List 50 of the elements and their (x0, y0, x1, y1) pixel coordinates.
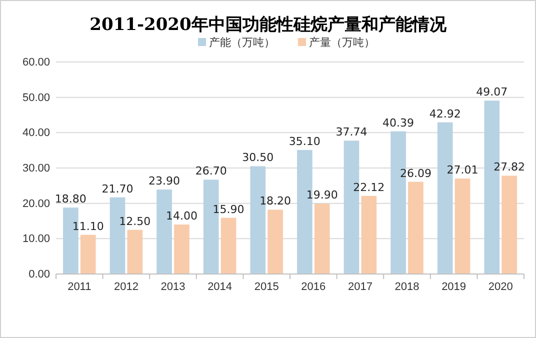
data-label: 26.70 (195, 164, 227, 178)
data-label: 35.10 (288, 134, 320, 148)
x-tick-label: 2015 (254, 280, 279, 293)
x-tick-label: 2016 (301, 280, 326, 293)
bar (454, 178, 470, 274)
data-label: 11.10 (72, 220, 104, 233)
data-label: 21.70 (102, 182, 134, 196)
x-tick-label: 2013 (160, 280, 186, 293)
data-label: 37.74 (336, 126, 368, 139)
x-tick-label: 2014 (208, 280, 232, 293)
data-label: 18.80 (54, 192, 86, 206)
data-label: 26.09 (400, 166, 432, 180)
data-label: 19.90 (306, 188, 338, 202)
bar (408, 182, 424, 274)
data-label: 49.07 (476, 86, 508, 99)
x-tick-label: 2019 (442, 280, 466, 293)
data-label: 30.50 (242, 151, 274, 164)
x-tick-label: 2012 (114, 280, 138, 293)
bar (361, 196, 377, 274)
bar (268, 210, 283, 274)
y-tick-label: 0.00 (28, 268, 50, 281)
data-label: 22.12 (353, 180, 385, 194)
x-tick-label: 2020 (488, 280, 513, 293)
x-tick-label: 2018 (394, 280, 420, 293)
data-label: 12.50 (119, 214, 151, 228)
bar (314, 204, 330, 274)
data-label: 27.01 (446, 164, 478, 177)
data-label: 18.20 (260, 194, 292, 208)
data-label: 14.00 (166, 210, 198, 223)
data-label: 42.92 (429, 107, 461, 120)
data-label: 40.39 (382, 116, 414, 130)
y-tick-label: 40.00 (22, 127, 50, 140)
legend-label: 产量（万吨） (309, 36, 375, 49)
data-label: 27.82 (494, 160, 526, 174)
y-tick-label: 30.00 (22, 162, 50, 175)
data-label: 23.90 (148, 174, 180, 188)
y-tick-label: 60.00 (22, 56, 50, 69)
legend-label: 产能（万吨） (209, 36, 275, 49)
x-tick-label: 2011 (68, 280, 92, 293)
bar (174, 224, 190, 274)
x-tick-label: 2017 (348, 280, 372, 293)
y-tick-label: 20.00 (22, 198, 50, 210)
data-label: 15.90 (212, 202, 244, 216)
bar (127, 230, 143, 274)
bar (502, 176, 517, 274)
chart-title: 2011-2020年中国功能性硅烷产量和产能情况 (90, 15, 448, 35)
y-tick-label: 50.00 (22, 92, 50, 104)
y-tick-label: 10.00 (22, 233, 50, 246)
bar (80, 234, 96, 274)
bar (220, 218, 236, 274)
